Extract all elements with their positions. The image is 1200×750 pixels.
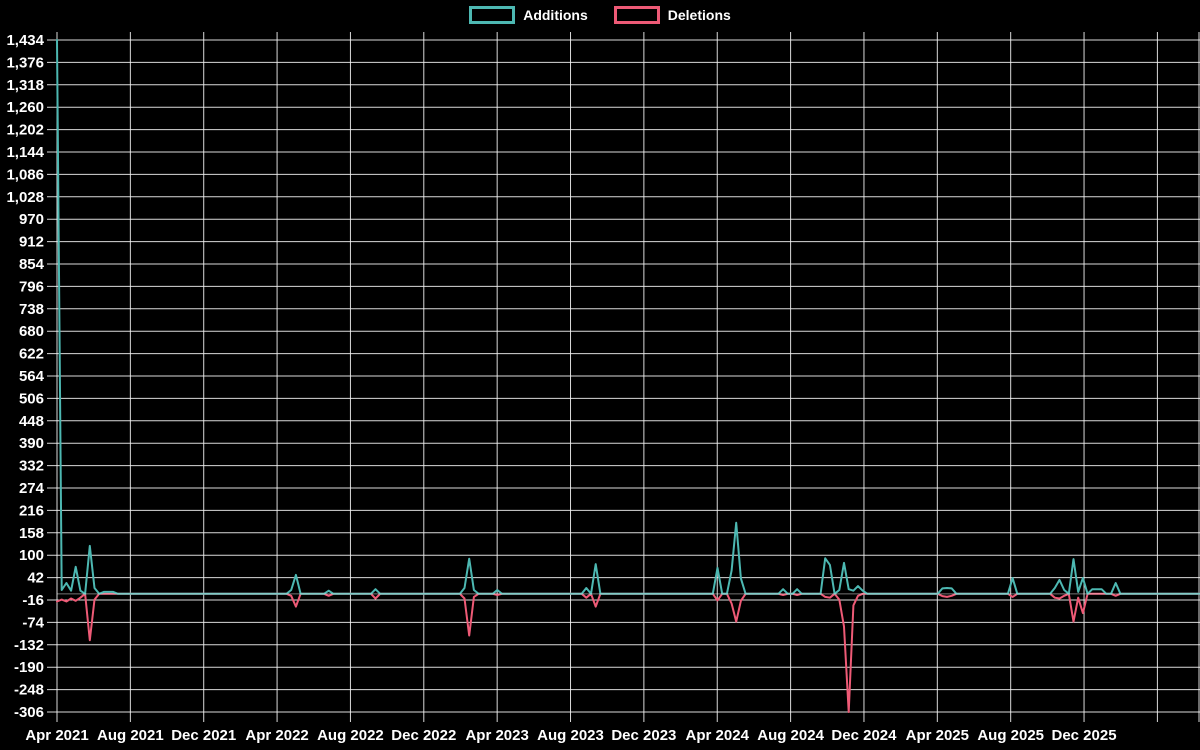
svg-text:1,434: 1,434 xyxy=(6,32,44,49)
legend-item-additions[interactable]: Additions xyxy=(469,6,588,24)
svg-text:912: 912 xyxy=(19,234,44,251)
svg-text:Aug 2022: Aug 2022 xyxy=(317,727,384,744)
svg-text:Apr 2025: Apr 2025 xyxy=(906,727,969,744)
svg-text:-132: -132 xyxy=(14,637,44,654)
deletions-swatch-icon xyxy=(613,6,660,24)
svg-text:738: 738 xyxy=(19,301,44,318)
svg-text:42: 42 xyxy=(27,570,44,587)
svg-text:Apr 2021: Apr 2021 xyxy=(25,727,88,744)
svg-text:Dec 2024: Dec 2024 xyxy=(831,727,897,744)
svg-text:564: 564 xyxy=(19,368,45,385)
svg-text:Dec 2021: Dec 2021 xyxy=(171,727,236,744)
svg-text:-306: -306 xyxy=(14,704,44,721)
svg-text:680: 680 xyxy=(19,323,44,340)
svg-text:1,028: 1,028 xyxy=(6,189,44,206)
svg-text:970: 970 xyxy=(19,211,44,228)
svg-text:1,202: 1,202 xyxy=(6,122,44,139)
svg-text:506: 506 xyxy=(19,390,44,407)
svg-text:332: 332 xyxy=(19,458,44,475)
deletions-legend-label: Deletions xyxy=(667,7,731,23)
chart-legend: Additions Deletions xyxy=(0,6,1200,24)
svg-text:Aug 2023: Aug 2023 xyxy=(537,727,604,744)
additions-legend-label: Additions xyxy=(523,7,588,23)
svg-text:1,144: 1,144 xyxy=(6,144,44,161)
svg-text:-190: -190 xyxy=(14,659,44,676)
svg-text:Apr 2024: Apr 2024 xyxy=(686,727,750,744)
svg-text:448: 448 xyxy=(19,413,44,430)
svg-text:274: 274 xyxy=(19,480,45,497)
svg-text:100: 100 xyxy=(19,547,44,564)
svg-text:158: 158 xyxy=(19,525,44,542)
svg-text:1,086: 1,086 xyxy=(6,166,44,183)
svg-text:Aug 2021: Aug 2021 xyxy=(97,727,164,744)
svg-text:1,260: 1,260 xyxy=(6,99,44,116)
svg-text:-74: -74 xyxy=(22,614,44,631)
additions-swatch-icon xyxy=(469,6,516,24)
svg-text:-248: -248 xyxy=(14,682,44,699)
svg-text:Dec 2025: Dec 2025 xyxy=(1052,727,1117,744)
svg-text:216: 216 xyxy=(19,502,44,519)
svg-text:-16: -16 xyxy=(22,592,44,609)
svg-text:Apr 2022: Apr 2022 xyxy=(245,727,308,744)
svg-text:622: 622 xyxy=(19,346,44,363)
svg-text:Aug 2025: Aug 2025 xyxy=(977,727,1044,744)
svg-text:854: 854 xyxy=(19,256,45,273)
svg-text:1,318: 1,318 xyxy=(6,77,44,94)
svg-text:Dec 2022: Dec 2022 xyxy=(391,727,456,744)
svg-text:Apr 2023: Apr 2023 xyxy=(465,727,528,744)
svg-text:1,376: 1,376 xyxy=(6,54,44,71)
legend-item-deletions[interactable]: Deletions xyxy=(613,6,731,24)
svg-text:Dec 2023: Dec 2023 xyxy=(611,727,676,744)
svg-text:Aug 2024: Aug 2024 xyxy=(757,727,824,744)
svg-text:390: 390 xyxy=(19,435,44,452)
svg-text:796: 796 xyxy=(19,278,44,295)
